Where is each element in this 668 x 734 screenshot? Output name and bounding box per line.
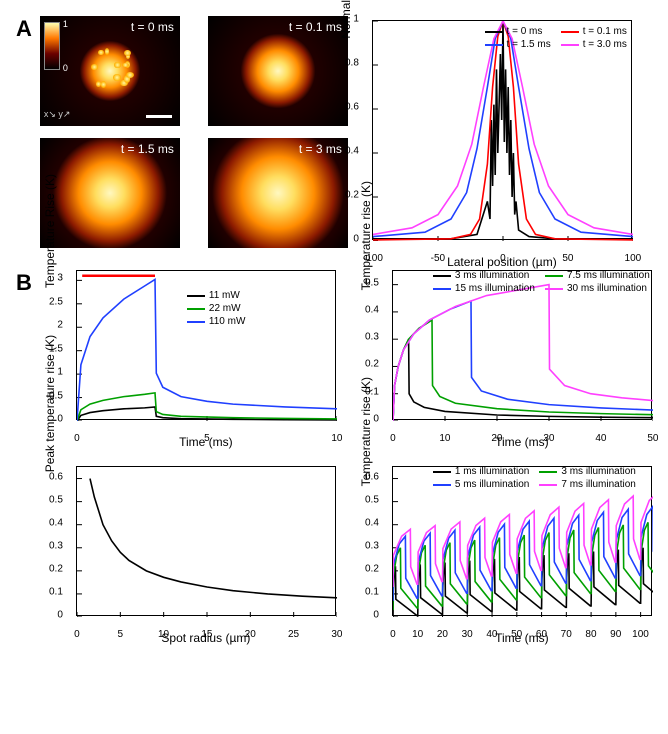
power-chart: 051000.511.522.53Time (ms)Temperature Ri…: [76, 270, 336, 420]
legend-item: 5 ms illumination: [433, 478, 529, 491]
legend-item: 110 mW: [187, 315, 246, 328]
legend-item: 3 ms illumination: [433, 269, 535, 282]
legend-item: t = 0 ms: [485, 25, 551, 38]
colorbar: 1 0: [44, 22, 60, 70]
panel-b-label: B: [16, 270, 32, 296]
heatmap-time-label: t = 1.5 ms: [121, 142, 174, 156]
colorbar-min: 0: [63, 63, 68, 73]
panel-a-label: A: [16, 16, 32, 42]
legend-item: t = 0.1 ms: [561, 25, 627, 38]
heatmap-3: t = 3 ms: [208, 138, 348, 248]
heatmap-1: t = 0.1 ms: [208, 16, 348, 126]
figure: A t = 0 ms 1 0 x↘ y↗ t = 0.1 ms t = 1.5 ms…: [16, 16, 652, 626]
heatmap-time-label: t = 3 ms: [299, 142, 342, 156]
legend-item: 3 ms illumination: [539, 465, 635, 478]
heatmap-grid: t = 0 ms 1 0 x↘ y↗ t = 0.1 ms t = 1.5 ms t …: [40, 16, 348, 248]
heatmap-time-label: t = 0 ms: [131, 20, 174, 34]
legend-item: 1 ms illumination: [433, 465, 529, 478]
heatmap-0: t = 0 ms 1 0 x↘ y↗: [40, 16, 180, 126]
legend-item: t = 3.0 ms: [561, 38, 627, 51]
legend-item: 7.5 ms illumination: [545, 269, 650, 282]
legend-item: 30 ms illumination: [545, 282, 650, 295]
heatmap-2: t = 1.5 ms: [40, 138, 180, 248]
train-chart: 010203040506070809010000.10.20.30.40.50.…: [392, 466, 652, 616]
colorbar-max: 1: [63, 19, 68, 29]
legend-item: 15 ms illumination: [433, 282, 535, 295]
legend-item: t = 1.5 ms: [485, 38, 551, 51]
legend-item: 11 mW: [187, 289, 246, 302]
duration-chart: 0102030405000.10.20.30.40.5Time (ms)Temp…: [392, 270, 652, 420]
legend-item: 7 ms illumination: [539, 478, 635, 491]
spot-chart: 05101520253000.10.20.30.40.50.6Spot radi…: [76, 466, 336, 616]
heatmap-time-label: t = 0.1 ms: [289, 20, 342, 34]
legend-item: 22 mW: [187, 302, 246, 315]
axis-indicator: x↘ y↗: [44, 109, 71, 120]
profile-chart: -100-5005010000.20.40.60.81Lateral posit…: [372, 20, 632, 240]
scale-bar: [146, 115, 172, 118]
